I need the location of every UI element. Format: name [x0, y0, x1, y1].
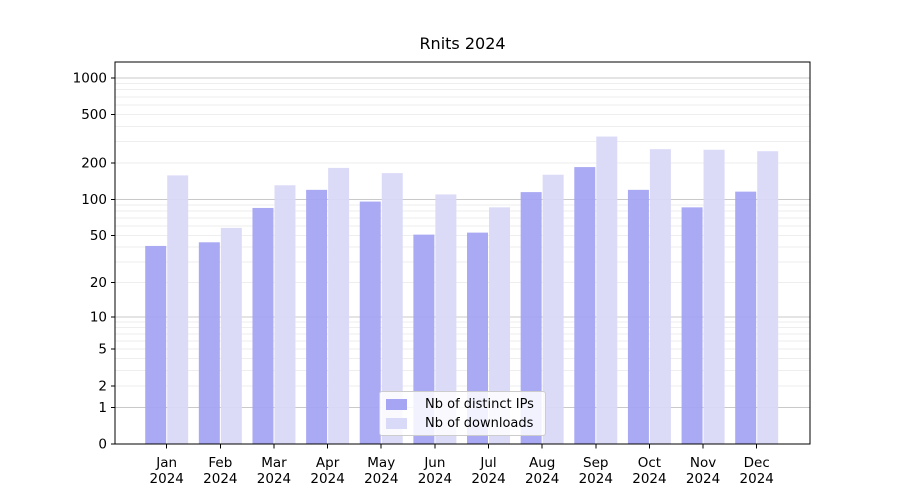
bar-downloads-oct — [649, 149, 671, 444]
x-tick-label-month: Dec — [744, 455, 770, 471]
x-tick-label-year: 2024 — [686, 471, 720, 487]
x-tick-label-month: Aug — [529, 455, 555, 471]
bar-downloads-sep — [596, 136, 618, 444]
y-tick-label: 1 — [98, 400, 107, 416]
legend-item-downloads: Nb of downloads — [386, 417, 539, 430]
bar-downloads-jul — [489, 207, 511, 444]
x-tick-label-year: 2024 — [740, 471, 774, 487]
x-tick-label-year: 2024 — [525, 471, 559, 487]
bar-downloads-jan — [167, 175, 189, 444]
y-tick-label: 10 — [90, 309, 107, 325]
bar-distinct-ips-oct — [627, 189, 649, 444]
x-tick-label-year: 2024 — [579, 471, 613, 487]
x-tick-label-year: 2024 — [418, 471, 452, 487]
x-tick-label-month: May — [367, 455, 395, 471]
bar-distinct-ips-may — [359, 201, 381, 444]
y-tick-label: 100 — [81, 192, 107, 208]
bar-downloads-feb — [220, 227, 242, 444]
bar-downloads-may — [381, 173, 403, 444]
x-tick-label-month: Apr — [316, 455, 340, 471]
legend: Nb of distinct IPs Nb of downloads — [379, 391, 546, 436]
x-tick-label-month: Jul — [479, 455, 496, 471]
x-tick-label-month: Feb — [208, 455, 232, 471]
bar-distinct-ips-feb — [198, 242, 220, 444]
x-tick-label-year: 2024 — [364, 471, 398, 487]
y-tick-label: 2 — [98, 378, 107, 394]
legend-swatch-distinct-ips — [386, 398, 407, 410]
bar-distinct-ips-aug — [520, 192, 542, 444]
x-tick-label-year: 2024 — [310, 471, 344, 487]
axes-frame — [114, 61, 811, 445]
x-tick-label-month: Mar — [261, 455, 287, 471]
bar-downloads-jun — [435, 194, 457, 444]
bar-downloads-apr — [328, 167, 350, 445]
bar-distinct-ips-mar — [252, 207, 274, 444]
y-tick-label: 200 — [81, 155, 107, 171]
bar-distinct-ips-jan — [145, 245, 167, 444]
y-tick-label: 50 — [90, 228, 107, 244]
legend-label-downloads: Nb of downloads — [425, 415, 534, 431]
bar-downloads-nov — [703, 149, 725, 444]
x-tick-label-month: Oct — [638, 455, 661, 471]
x-tick-label-year: 2024 — [471, 471, 505, 487]
x-tick-label-year: 2024 — [203, 471, 237, 487]
bar-downloads-dec — [757, 151, 779, 444]
bar-downloads-mar — [274, 185, 296, 444]
legend-label-distinct-ips: Nb of distinct IPs — [425, 396, 534, 412]
legend-item-distinct-ips: Nb of distinct IPs — [386, 398, 539, 411]
x-tick-label-month: Jun — [423, 455, 445, 471]
chart-title: Rnits 2024 — [419, 34, 506, 53]
x-tick-label-year: 2024 — [257, 471, 291, 487]
x-tick-label-year: 2024 — [632, 471, 666, 487]
y-tick-label: 0 — [98, 437, 107, 453]
bar-downloads-aug — [542, 174, 564, 444]
bar-distinct-ips-apr — [306, 189, 328, 444]
legend-swatch-downloads — [386, 417, 407, 429]
bar-distinct-ips-nov — [681, 207, 703, 444]
y-tick-label: 1000 — [73, 70, 107, 86]
y-tick-label: 20 — [90, 275, 107, 291]
x-tick-label-month: Sep — [583, 455, 608, 471]
y-tick-label: 500 — [81, 107, 107, 123]
x-tick-label-month: Jan — [155, 455, 177, 471]
bar-distinct-ips-sep — [574, 167, 596, 444]
x-tick-label-year: 2024 — [150, 471, 184, 487]
x-tick-label-month: Nov — [690, 455, 716, 471]
bar-distinct-ips-dec — [735, 191, 757, 444]
y-tick-label: 5 — [98, 342, 107, 358]
